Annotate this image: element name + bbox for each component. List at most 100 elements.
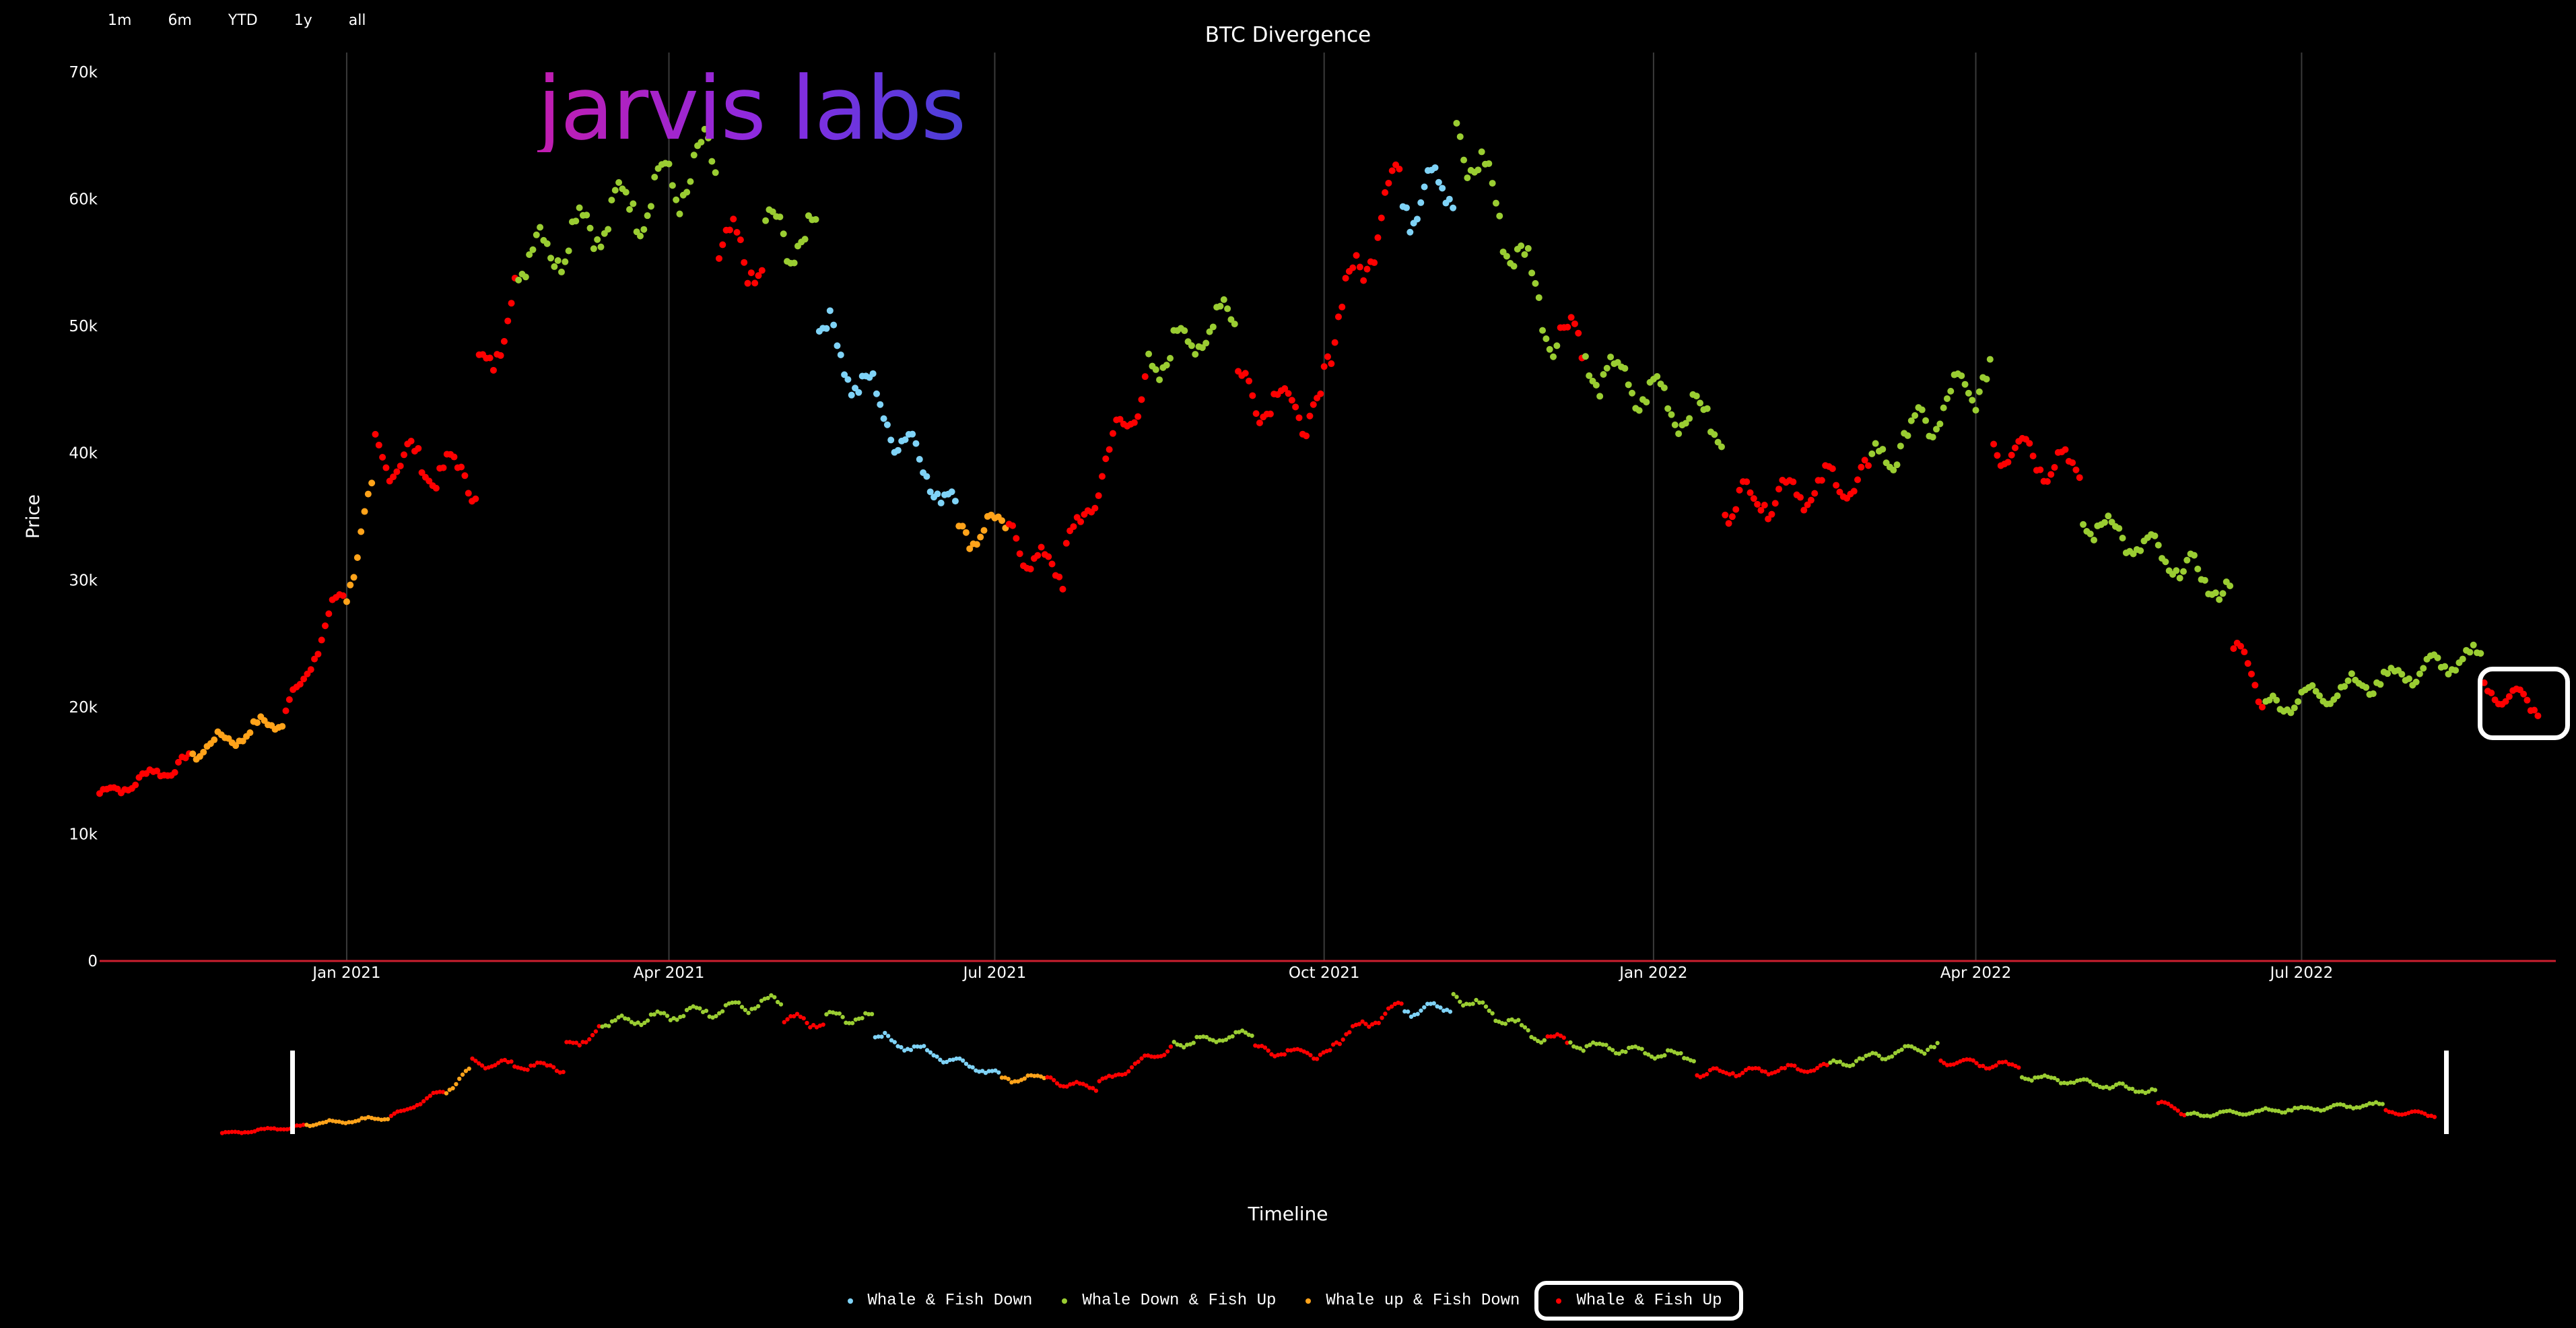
navigator-point — [2227, 1108, 2233, 1113]
navigator-point — [1795, 1067, 1800, 1071]
data-point — [572, 218, 580, 225]
navigator-point — [2224, 1108, 2229, 1114]
navigator-point — [1223, 1037, 1229, 1042]
navigator-point — [1510, 1017, 1514, 1022]
navigator-point — [1578, 1046, 1583, 1051]
navigator-point — [1207, 1037, 1213, 1042]
data-point — [1864, 462, 1872, 469]
navigator-point — [1282, 1052, 1287, 1057]
navigator-point — [2387, 1109, 2392, 1115]
data-point — [1292, 403, 1299, 411]
navigator-point — [1013, 1079, 1017, 1084]
navigator-point — [1720, 1069, 1726, 1074]
data-point — [1643, 399, 1650, 406]
navigator-point — [2081, 1077, 2086, 1082]
navigator-point — [983, 1070, 988, 1075]
navigator-point — [1337, 1042, 1343, 1047]
data-point — [1413, 215, 1421, 223]
navigator-point — [2257, 1108, 2262, 1113]
data-point — [358, 528, 365, 535]
navigator-point — [749, 1007, 754, 1011]
data-point — [1034, 552, 1042, 559]
navigator-point — [1935, 1040, 1940, 1046]
y-tick-label: 70k — [69, 64, 98, 81]
navigator-point — [1431, 1001, 1436, 1006]
data-point — [2291, 704, 2298, 712]
range-button-1y[interactable]: 1y — [294, 12, 312, 29]
navigator-point — [1987, 1066, 1992, 1071]
legend-item-whale-up-fish-down[interactable]: Whale up & Fish Down — [1291, 1285, 1534, 1317]
navigator-point — [1701, 1073, 1706, 1078]
navigator-point — [678, 1014, 683, 1020]
data-point — [1206, 328, 1213, 335]
navigator-point — [1594, 1042, 1599, 1047]
navigator-point — [869, 1011, 875, 1017]
legend-item-whale-fish-up[interactable]: Whale & Fish Up — [1534, 1281, 1744, 1321]
navigator-point — [1662, 1053, 1667, 1058]
data-point — [393, 468, 401, 475]
data-point — [1990, 440, 1998, 448]
navigator-point — [951, 1057, 955, 1062]
navigator-point — [2136, 1090, 2141, 1094]
data-point — [1521, 251, 1528, 258]
x-tick-label: Jul 2022 — [2269, 964, 2334, 982]
data-point — [1532, 279, 1539, 287]
data-point — [1281, 385, 1289, 393]
data-point — [1800, 506, 1808, 514]
legend-item-whale-down-fish-up[interactable]: Whale Down & Fish Up — [1047, 1285, 1291, 1317]
navigator-point — [866, 1011, 871, 1017]
data-point — [1911, 412, 1919, 420]
data-point — [719, 241, 726, 248]
navigator-point — [1490, 1011, 1495, 1016]
navigator-point — [1353, 1022, 1359, 1028]
navigator-point — [2065, 1081, 2070, 1086]
navigator-point — [817, 1023, 823, 1028]
navigator-point — [372, 1117, 377, 1121]
data-point — [605, 226, 612, 233]
data-point — [1059, 585, 1066, 593]
range-button-6m[interactable]: 6m — [168, 12, 192, 29]
data-point — [1682, 420, 1689, 427]
data-point — [1535, 294, 1543, 301]
data-point — [2037, 466, 2044, 473]
navigator-point — [2055, 1077, 2060, 1083]
data-point — [2176, 574, 2183, 582]
data-point — [1933, 426, 1940, 433]
navigator-point — [1753, 1065, 1758, 1071]
data-point — [755, 272, 762, 279]
data-point — [1550, 353, 1557, 360]
navigator-point — [548, 1063, 553, 1068]
navigator-point — [1538, 1040, 1544, 1045]
navigator-point — [1887, 1055, 1891, 1060]
navigator-point — [265, 1126, 270, 1131]
data-point — [923, 473, 930, 480]
data-point — [1038, 543, 1045, 551]
navigator-point — [2153, 1088, 2158, 1092]
range-button-ytd[interactable]: YTD — [228, 12, 258, 29]
data-point — [1761, 502, 1768, 509]
range-button-all[interactable]: all — [348, 12, 366, 29]
data-point — [1929, 434, 1936, 441]
navigator-point — [1136, 1059, 1141, 1064]
navigator-point — [272, 1126, 277, 1131]
navigator-point — [460, 1072, 465, 1077]
navigator-point — [1090, 1086, 1095, 1091]
navigator-point — [2409, 1109, 2414, 1115]
data-point — [1417, 199, 1425, 206]
navigator-point — [733, 1000, 738, 1005]
legend-item-whale-fish-down[interactable]: Whale & Fish Down — [833, 1285, 1048, 1317]
navigator-point — [1458, 999, 1462, 1004]
navigator-point — [1967, 1057, 1973, 1062]
range-button-1m[interactable]: 1m — [108, 12, 132, 29]
navigator-point — [883, 1030, 887, 1036]
data-point — [758, 267, 766, 274]
navigator-point — [2260, 1107, 2265, 1113]
navigator-point — [2172, 1106, 2177, 1110]
navigator-point — [1347, 1030, 1352, 1034]
navigator-point — [2341, 1102, 2346, 1107]
data-point — [705, 134, 712, 141]
navigator-point — [1308, 1053, 1313, 1058]
navigator-point — [1191, 1040, 1196, 1045]
navigator-point — [1295, 1047, 1300, 1052]
